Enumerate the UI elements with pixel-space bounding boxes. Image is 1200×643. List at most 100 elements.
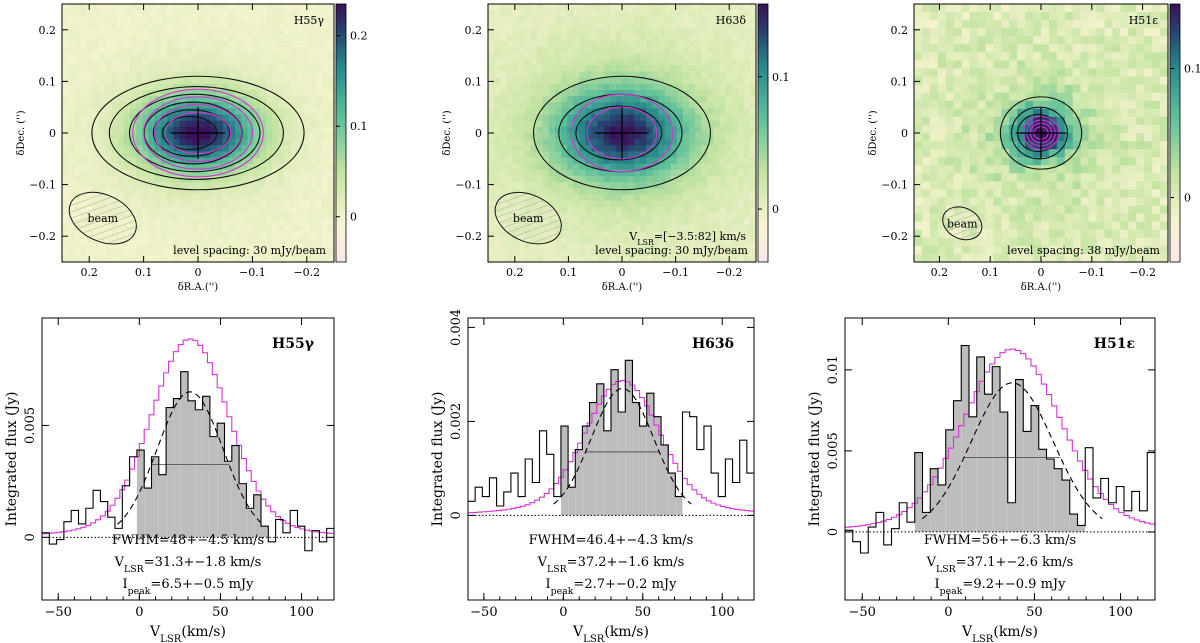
map-pixel	[309, 4, 317, 11]
map-pixel	[123, 151, 131, 159]
map-pixel	[68, 188, 75, 196]
map-pixel	[253, 212, 261, 220]
map-pixel	[247, 126, 255, 134]
map-pixel	[210, 145, 218, 153]
map-pixel	[259, 4, 267, 11]
map-pixel	[701, 200, 708, 208]
map-pixel	[603, 255, 611, 263]
map-pixel	[749, 212, 757, 220]
map-pixel	[228, 114, 236, 122]
map-pixel	[628, 65, 635, 73]
map-pixel	[68, 169, 75, 177]
map-pixel	[92, 255, 100, 263]
x-tick-label: 0	[559, 605, 567, 620]
map-pixel	[506, 65, 513, 73]
map-pixel	[567, 96, 574, 103]
map-pixel	[969, 181, 979, 191]
map-pixel	[253, 65, 261, 73]
map-pixel	[689, 71, 696, 79]
map-pixel	[315, 145, 323, 153]
map-pixel	[185, 225, 193, 232]
map-pixel	[185, 139, 193, 146]
map-pixel	[241, 139, 249, 146]
map-pixel	[1064, 4, 1074, 13]
map-pixel	[160, 133, 168, 140]
map-pixel	[597, 59, 605, 67]
map-pixel	[1080, 116, 1090, 126]
map-pixel	[272, 10, 279, 17]
map-pixel	[1136, 229, 1145, 239]
map-pixel	[111, 77, 119, 85]
map-pixel	[1009, 100, 1018, 110]
map-pixel	[272, 169, 279, 177]
map-pixel	[1096, 205, 1106, 215]
map-pixel	[1136, 100, 1145, 110]
map-pixel	[646, 108, 654, 116]
map-pixel	[241, 16, 249, 24]
map-pixel	[603, 194, 611, 202]
spectrum-fill-bar	[646, 393, 654, 516]
map-pixel	[494, 151, 501, 159]
map-pixel	[1009, 141, 1018, 150]
map-pixel	[567, 53, 574, 60]
map-pixel	[259, 34, 267, 42]
map-pixel	[646, 225, 654, 232]
map-pixel	[1064, 229, 1074, 239]
map-pixel	[707, 176, 714, 183]
map-pixel	[315, 157, 323, 165]
map-pixel	[603, 40, 611, 48]
map-pixel	[259, 182, 267, 189]
map-pixel	[689, 120, 696, 128]
map-pixel	[597, 102, 605, 110]
map-pixel	[1072, 229, 1082, 239]
spectrum-fill-bar	[180, 371, 188, 538]
map-pixel	[500, 182, 507, 189]
map-pixel	[303, 83, 310, 91]
map-pixel	[597, 47, 605, 54]
map-pixel	[266, 188, 273, 196]
map-pixel	[749, 28, 757, 36]
map-pixel	[977, 12, 987, 21]
map-pixel	[74, 157, 82, 165]
map-pixel	[315, 10, 323, 17]
map-pixel	[585, 34, 593, 42]
map-pixel	[953, 197, 963, 207]
map-pixel	[290, 96, 298, 103]
map-pixel	[1144, 253, 1153, 263]
map-pixel	[591, 22, 599, 30]
map-pixel	[80, 102, 88, 110]
map-pixel	[573, 77, 580, 85]
map-pixel	[1096, 36, 1106, 45]
map-pixel	[488, 126, 495, 134]
map-pixel	[296, 163, 304, 171]
map-pixel	[284, 225, 292, 232]
map-pixel	[725, 65, 733, 73]
map-pixel	[173, 231, 181, 239]
map-pixel	[548, 249, 556, 257]
map-pixel	[652, 169, 660, 177]
map-pixel	[309, 53, 317, 60]
map-pixel	[682, 96, 690, 103]
map-pixel	[500, 10, 507, 17]
map-pixel	[1120, 133, 1129, 142]
map-pixel	[327, 108, 335, 116]
map-pixel	[1112, 12, 1121, 21]
map-pixel	[154, 237, 162, 245]
map-pixel	[148, 102, 156, 110]
spectrum-fill-bar	[653, 416, 662, 516]
map-pixel	[585, 151, 593, 159]
map-pixel	[707, 206, 714, 214]
map-pixel	[953, 44, 963, 53]
map-pixel	[622, 4, 629, 11]
map-pixel	[266, 71, 273, 79]
map-pixel	[929, 20, 939, 29]
map-pixel	[725, 151, 733, 159]
map-pixel	[142, 47, 150, 54]
map-pixel	[914, 173, 923, 182]
map-pixel	[701, 120, 708, 128]
map-pixel	[259, 22, 267, 30]
map-pixel	[658, 255, 666, 263]
map-pixel	[167, 71, 174, 79]
map-pixel	[530, 120, 538, 128]
map-pixel	[682, 200, 690, 208]
